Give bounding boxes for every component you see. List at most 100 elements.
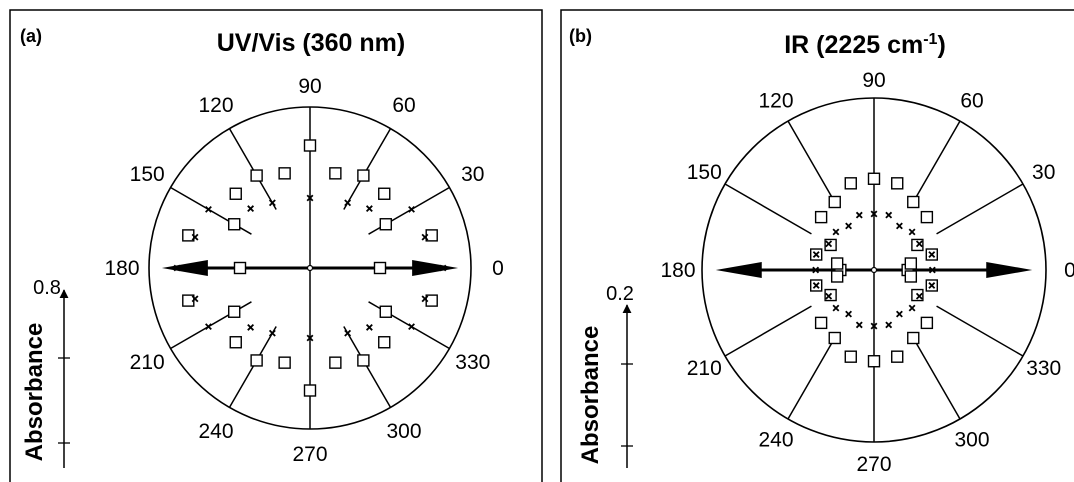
data-point-x: [191, 295, 199, 303]
polarization-arrow-left: [715, 262, 762, 278]
data-point-square: [867, 172, 881, 185]
data-point-square: [828, 195, 841, 209]
data-point-x: [908, 304, 916, 312]
data-point-square: [920, 316, 934, 330]
polar-radial-line: [724, 305, 812, 357]
data-point-square: [229, 187, 242, 200]
data-point-square: [830, 257, 844, 270]
data-point-square: [907, 195, 920, 209]
angle-label: 240: [198, 420, 233, 443]
data-point-x: [825, 240, 833, 248]
data-point-x: [812, 266, 820, 274]
scale-axis-title-b: Absorbance: [577, 326, 604, 465]
data-point-x: [173, 264, 181, 272]
data-point-x: [915, 292, 923, 300]
data-point-x: [344, 199, 352, 207]
data-point-x: [832, 228, 840, 236]
angle-label: 330: [1026, 357, 1061, 380]
data-point-x: [928, 251, 936, 258]
polarization-arrow-right: [986, 262, 1033, 278]
data-point-square: [844, 350, 857, 363]
polarization-arrow-left: [161, 260, 208, 276]
data-point-x: [268, 199, 276, 207]
angle-label: 330: [455, 351, 490, 374]
data-point-square: [228, 218, 241, 231]
data-point-square: [814, 210, 828, 224]
angle-label: 210: [130, 351, 165, 374]
angle-label: 90: [862, 69, 885, 92]
scale-max-label-a: 0.8: [33, 277, 61, 299]
data-point-square: [229, 336, 242, 349]
data-point-square: [278, 356, 291, 369]
data-point-x: [344, 329, 352, 337]
angle-label: 150: [130, 163, 165, 186]
polar-radial-line: [228, 128, 277, 210]
data-point-x: [895, 222, 903, 230]
angle-label: 60: [392, 94, 415, 117]
panel-a: (a) UV/Vis (360 nm) 90603003303002702402…: [9, 9, 543, 482]
angle-label: 270: [292, 443, 327, 466]
data-point-square: [920, 210, 934, 224]
angle-label: 180: [104, 257, 139, 280]
angle-label: 300: [954, 429, 989, 452]
data-point-x: [870, 210, 878, 218]
data-point-square: [830, 270, 844, 283]
angle-label: 300: [386, 420, 421, 443]
polar-radial-line: [228, 326, 277, 408]
angle-label: 30: [461, 163, 484, 186]
data-point-x: [908, 228, 916, 236]
data-point-x: [928, 282, 936, 289]
angle-label: 0: [1064, 259, 1074, 282]
data-point-x: [895, 310, 903, 318]
data-point-x: [915, 240, 923, 248]
data-point-square: [278, 167, 291, 180]
scale-axis-title-a: Absorbance: [21, 323, 48, 462]
data-point-square: [303, 384, 317, 397]
angle-label: 60: [960, 89, 983, 112]
data-point-square: [907, 331, 920, 345]
data-point-x: [832, 304, 840, 312]
data-point-square: [378, 336, 391, 349]
panel-b-frame: [560, 9, 1074, 482]
data-point-x: [247, 205, 255, 213]
data-point-x: [870, 322, 878, 330]
data-point-x: [306, 194, 314, 202]
angle-label: 150: [687, 161, 722, 184]
data-point-square: [891, 177, 904, 190]
data-point-square: [233, 261, 247, 275]
data-point-x: [205, 323, 212, 331]
polar-radial-line: [343, 128, 392, 210]
data-point-x: [205, 205, 212, 213]
data-point-square: [867, 355, 881, 368]
angle-label: 120: [758, 89, 793, 112]
data-point-square: [228, 305, 241, 318]
data-point-x: [812, 282, 820, 289]
data-point-square: [329, 167, 342, 180]
data-point-x: [885, 211, 893, 219]
data-point-x: [191, 233, 199, 241]
data-point-square: [357, 169, 370, 182]
data-point-square: [379, 305, 392, 318]
polar-center: [870, 266, 878, 274]
panel-a-label: (a): [20, 26, 42, 46]
polar-radial-line: [936, 183, 1024, 235]
data-point-square: [373, 261, 387, 275]
panel-b-title-main: IR (2225 cm: [784, 31, 923, 59]
data-point-square: [357, 354, 370, 367]
angle-label: 90: [298, 75, 321, 98]
polar-radial-line: [343, 326, 392, 408]
absorbance-scale-a: 0.8 Absorbance: [21, 277, 70, 468]
angle-label: 120: [198, 94, 233, 117]
data-point-square: [891, 350, 904, 363]
panel-b-title-end: ): [937, 31, 945, 59]
data-point-square: [303, 139, 317, 152]
polarization-arrow-right: [412, 260, 459, 276]
angle-label: 270: [856, 453, 891, 476]
angle-label: 180: [660, 259, 695, 282]
absorbance-scale-b: 0.2 Absorbance: [577, 283, 634, 468]
data-point-x: [812, 251, 820, 258]
panel-b-title-sup: -1: [923, 31, 937, 48]
data-point-square: [329, 356, 342, 369]
